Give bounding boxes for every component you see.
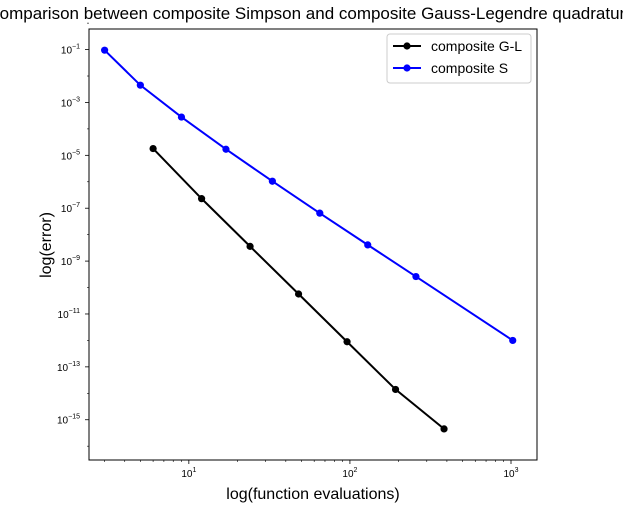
x-tick-label: 103 <box>503 467 518 480</box>
data-point <box>197 195 206 203</box>
legend-label: composite G-L <box>431 38 522 54</box>
series-0 <box>149 144 448 433</box>
data-point <box>440 425 448 433</box>
x-axis-label: log(function evaluations) <box>226 486 399 503</box>
data-point <box>268 177 276 185</box>
data-point <box>364 241 372 249</box>
y-tick-label: 10−13 <box>57 361 80 374</box>
y-tick-label: 10−5 <box>61 149 80 162</box>
data-point <box>136 81 144 89</box>
series-line <box>152 147 445 430</box>
legend-box <box>386 33 532 84</box>
y-tick-label: 10−3 <box>61 96 80 109</box>
axis-ticks: 101 102 103 10−1 10−3 10−5 10−7 10−9 10−11 10−13 1… <box>57 22 519 480</box>
x-tick-label: 102 <box>342 467 357 480</box>
data-point <box>343 338 351 346</box>
data-point <box>412 272 420 281</box>
y-tick-label: 10−7 <box>61 202 80 215</box>
legend: composite G-L composite S <box>386 33 532 84</box>
x-tick-label: 101 <box>181 467 196 480</box>
data-point <box>391 385 400 394</box>
series-1 <box>101 46 517 345</box>
y-tick-label: 10−1 <box>61 44 80 57</box>
data-point <box>509 336 517 345</box>
data-point <box>246 242 254 250</box>
data-point <box>316 209 324 217</box>
y-tick-label: 10−15 <box>57 414 80 427</box>
data-point <box>294 290 303 298</box>
y-axis-label: log(error) <box>38 212 55 278</box>
chart-title: Comparison between composite Simpson and… <box>0 4 623 23</box>
y-tick-label: 10−9 <box>61 255 80 268</box>
data-point <box>222 145 230 153</box>
y-tick-label: 10−11 <box>58 308 81 321</box>
legend-entry: composite S <box>393 60 508 76</box>
plot-frame <box>88 28 538 461</box>
series-layer <box>101 46 517 433</box>
data-point <box>149 144 157 153</box>
legend-marker <box>403 64 411 72</box>
legend-marker <box>403 42 411 50</box>
data-point <box>101 46 109 54</box>
data-point <box>177 113 186 121</box>
legend-entry: composite G-L <box>393 38 522 54</box>
series-line <box>103 49 514 342</box>
legend-label: composite S <box>431 60 508 76</box>
